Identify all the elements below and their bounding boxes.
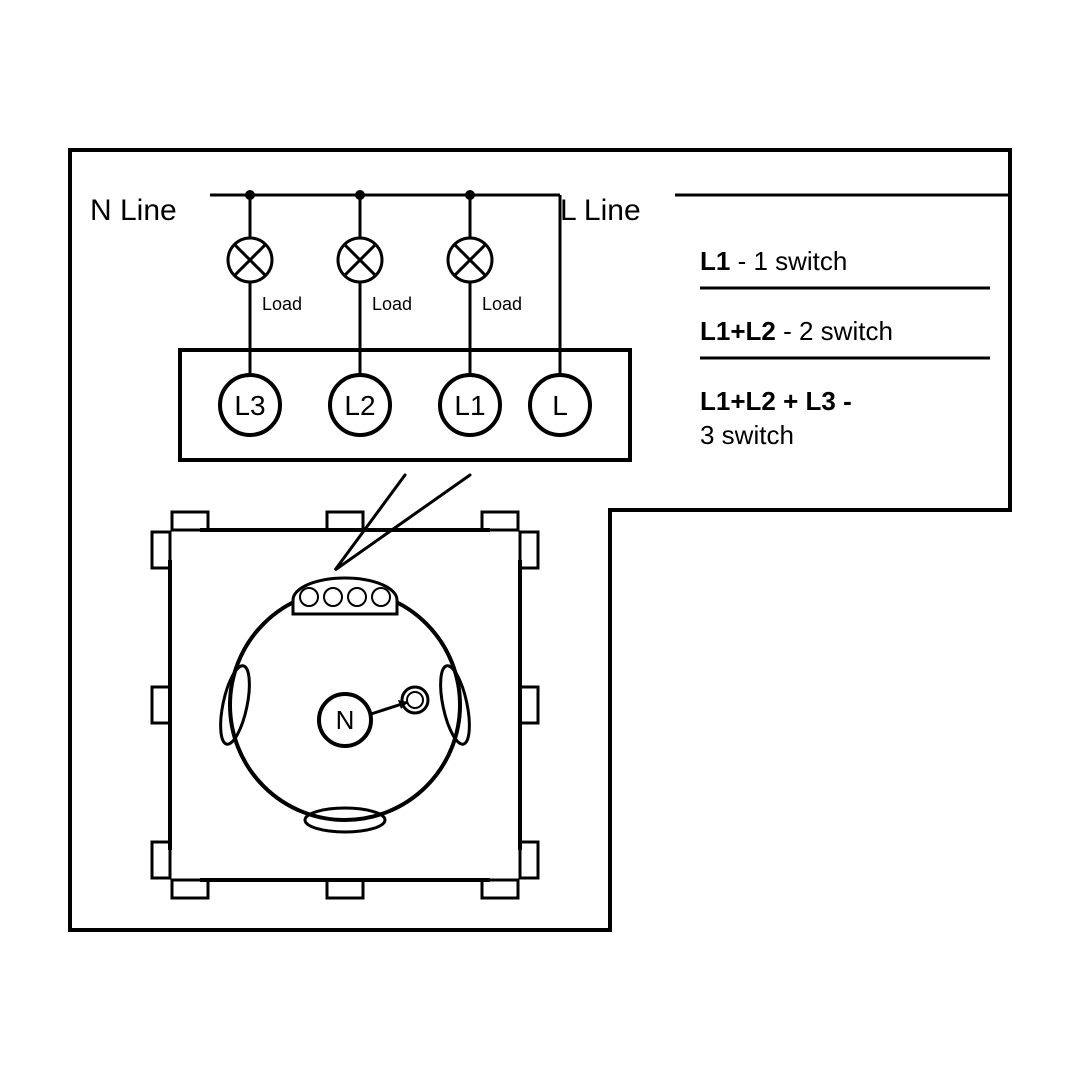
device-terminal (324, 588, 342, 606)
device-terminal (300, 588, 318, 606)
device-side-terminal (402, 687, 428, 713)
load-label: Load (372, 294, 412, 314)
terminal-l3: L3 (220, 375, 280, 435)
legend-row-2: L1+L2 - 2 switch (700, 316, 893, 346)
device-terminal (348, 588, 366, 606)
load-label: Load (262, 294, 302, 314)
terminal-label: L2 (344, 390, 375, 421)
l-line-label: L Line (560, 194, 641, 227)
terminal-l: L (530, 375, 590, 435)
load-label: Load (482, 294, 522, 314)
terminal-l1: L1 (440, 375, 500, 435)
device-terminal (372, 588, 390, 606)
legend-row-3: L1+L2 + L3 - (700, 386, 852, 416)
n-line-label: N Line (90, 194, 177, 227)
legend-row-3-cont: 3 switch (700, 420, 794, 450)
terminal-label: L1 (454, 390, 485, 421)
legend-row-1: L1 - 1 switch (700, 246, 847, 276)
terminal-label: L3 (234, 390, 265, 421)
device-n-label: N (336, 705, 355, 735)
terminal-l2: L2 (330, 375, 390, 435)
terminal-label: L (552, 390, 568, 421)
